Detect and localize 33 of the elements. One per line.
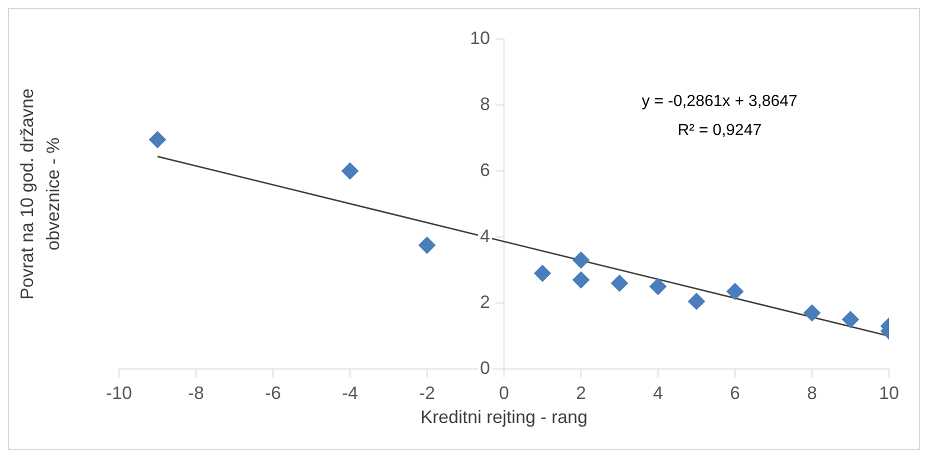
x-tick-label: 6: [730, 382, 740, 403]
point: [572, 271, 590, 288]
point: [688, 292, 705, 310]
point: [534, 264, 551, 282]
x-tick-label: -6: [264, 382, 282, 403]
point: [611, 274, 628, 292]
x-tick-label: -4: [342, 382, 358, 403]
x-tick-label: 2: [576, 382, 586, 403]
x-tick-label: 10: [878, 382, 900, 403]
point: [418, 236, 436, 254]
y-tick-label: 2: [480, 292, 490, 312]
x-tick-label: 4: [652, 382, 664, 403]
x-tick-label: -10: [106, 382, 132, 403]
y-tick-label: 10: [470, 28, 490, 48]
x-tick-label: 0: [498, 382, 510, 403]
point: [342, 162, 358, 180]
point: [842, 311, 859, 328]
x-tick-label: -2: [418, 382, 436, 403]
y-tick-label: 0: [480, 358, 490, 378]
x-tick-label: 8: [806, 382, 818, 403]
point: [149, 131, 166, 148]
x-tick-label: -8: [188, 382, 204, 403]
y-tick-label: 6: [480, 160, 490, 180]
point: [572, 252, 590, 269]
y-tick-label: 8: [480, 94, 490, 114]
y-tick-label: 4: [480, 226, 490, 246]
y-axis-title: Povrat na 10 god. državne obveznice - %: [16, 87, 64, 302]
annotation: R² = 0,9247: [678, 122, 762, 140]
point: [726, 282, 744, 300]
x-axis-title: Kreditni rejting - rang: [419, 407, 589, 428]
annotation: y = -0,2861x + 3,8647: [642, 93, 798, 110]
point: [804, 304, 820, 322]
point: [650, 278, 666, 295]
